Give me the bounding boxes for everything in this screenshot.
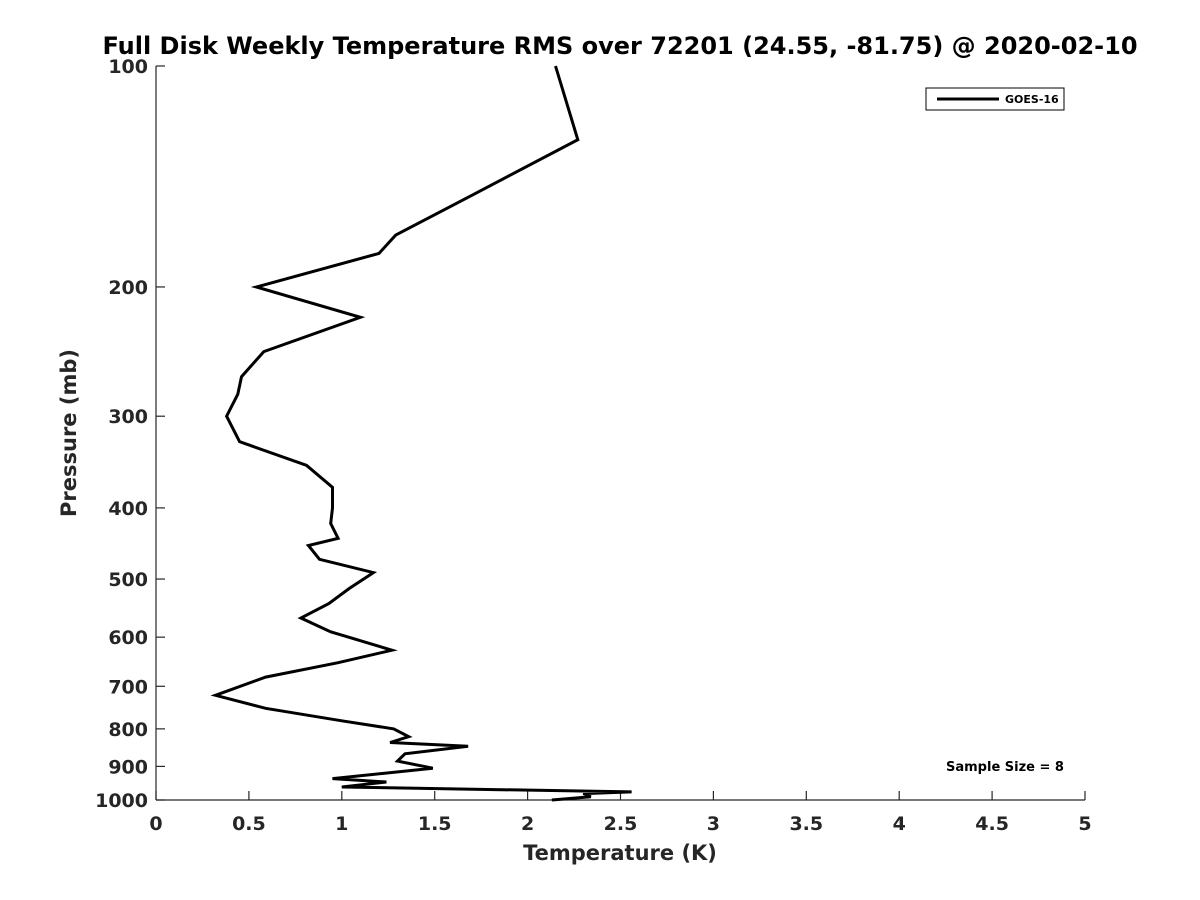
chart-title: Full Disk Weekly Temperature RMS over 72… <box>102 32 1137 60</box>
series-points <box>215 65 632 801</box>
legend: GOES-16 <box>925 87 1065 111</box>
y-tick-label: 800 <box>108 719 148 741</box>
x-tick-label: 2 <box>521 813 534 835</box>
plot-axes <box>155 66 1085 801</box>
x-ticks: 0 0.5 1 1.5 2 2.5 3 3.5 4 4.5 5 <box>149 791 1092 835</box>
y-ticks: 100 200 300 400 500 600 700 800 900 1000 <box>95 56 165 812</box>
x-tick-label: 0.5 <box>232 813 266 835</box>
y-tick-label: 600 <box>108 627 148 649</box>
sample-size-annotation: Sample Size = 8 <box>946 760 1064 775</box>
x-tick-label: 3 <box>707 813 720 835</box>
x-tick-label: 4.5 <box>975 813 1009 835</box>
x-axis-label: Temperature (K) <box>523 841 717 865</box>
x-tick-label: 4 <box>893 813 906 835</box>
x-tick-label: 1 <box>335 813 348 835</box>
x-tick-label: 2.5 <box>604 813 638 835</box>
y-tick-label: 200 <box>108 277 148 299</box>
y-tick-label: 400 <box>108 498 148 520</box>
y-tick-label: 100 <box>108 56 148 78</box>
y-axis-label: Pressure (mb) <box>57 349 81 517</box>
x-tick-label: 0 <box>149 813 162 835</box>
y-tick-label: 500 <box>108 569 148 591</box>
x-tick-label: 5 <box>1078 813 1091 835</box>
series-line-goes-16 <box>210 65 632 802</box>
y-tick-label: 300 <box>108 406 148 428</box>
y-tick-label: 700 <box>108 676 148 698</box>
y-tick-label: 1000 <box>95 790 148 812</box>
legend-label: GOES-16 <box>1005 93 1059 106</box>
y-tick-label: 900 <box>108 756 148 778</box>
x-tick-label: 1.5 <box>418 813 452 835</box>
x-tick-label: 3.5 <box>789 813 823 835</box>
